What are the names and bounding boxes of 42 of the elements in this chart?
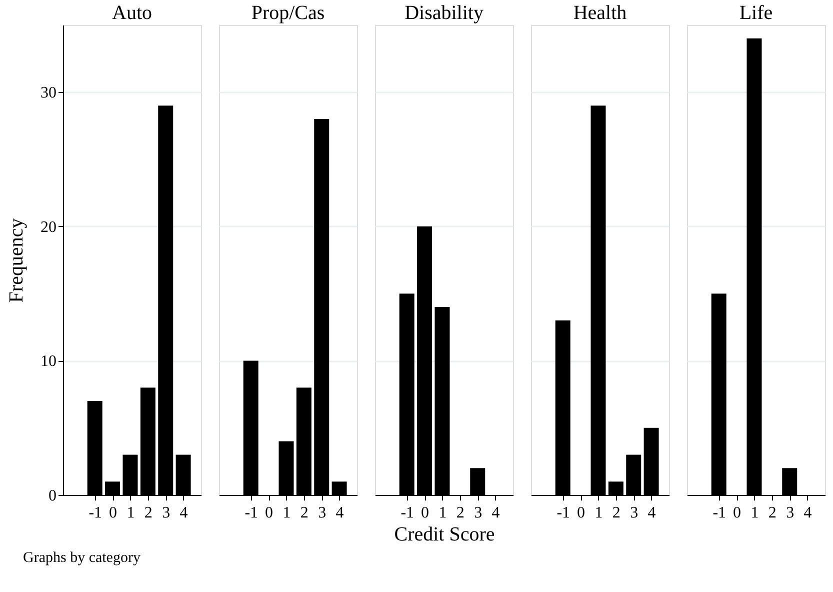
x-tick-label: 1 <box>438 504 447 522</box>
x-tick-label: 4 <box>180 504 188 522</box>
x-tick-label: 4 <box>804 504 812 522</box>
x-tick-label: 2 <box>144 504 152 522</box>
y-tick-label: 10 <box>40 353 56 370</box>
x-tick-label: 2 <box>300 504 308 522</box>
x-tick-label: 1 <box>750 504 759 522</box>
x-tick-label: 1 <box>282 504 291 522</box>
x-tick-label: -1 <box>712 504 726 522</box>
x-tick-label: 0 <box>109 504 118 522</box>
x-tick-label: 1 <box>594 504 603 522</box>
x-tick-label: 0 <box>577 504 586 522</box>
chart-title: Auto <box>112 2 152 24</box>
x-tick-label: 4 <box>648 504 656 522</box>
y-tick-label: 0 <box>48 488 56 504</box>
x-tick-label: 0 <box>265 504 274 522</box>
chart-title: Health <box>573 2 627 24</box>
x-tick-label: 0 <box>421 504 430 522</box>
y-tick-label: 20 <box>40 218 56 236</box>
x-tick-label: 2 <box>612 504 620 522</box>
chart-title: Disability <box>404 2 484 24</box>
x-tick-label: 1 <box>126 504 135 522</box>
x-tick-label: 3 <box>162 504 170 522</box>
x-axis-title: Credit Score <box>394 524 495 546</box>
x-tick-label: -1 <box>400 504 414 522</box>
x-tick-label: -1 <box>88 504 102 522</box>
x-tick-label: 3 <box>786 504 794 522</box>
x-tick-label: -1 <box>244 504 258 522</box>
x-tick-label: 3 <box>630 504 638 522</box>
y-tick-label: 30 <box>40 84 56 102</box>
x-tick-label: -1 <box>556 504 570 522</box>
chart-title: Prop/Cas <box>251 2 325 24</box>
y-axis-title: Frequency <box>6 218 28 303</box>
x-tick-label: 4 <box>492 504 500 522</box>
x-tick-label: 2 <box>456 504 464 522</box>
x-tick-label: 3 <box>474 504 482 522</box>
x-tick-label: 4 <box>336 504 344 522</box>
x-tick-label: 2 <box>768 504 776 522</box>
text: Graphs by category <box>23 550 141 566</box>
x-tick-label: 3 <box>318 504 326 522</box>
chart-title: Life <box>739 2 773 24</box>
x-tick-label: 0 <box>733 504 742 522</box>
